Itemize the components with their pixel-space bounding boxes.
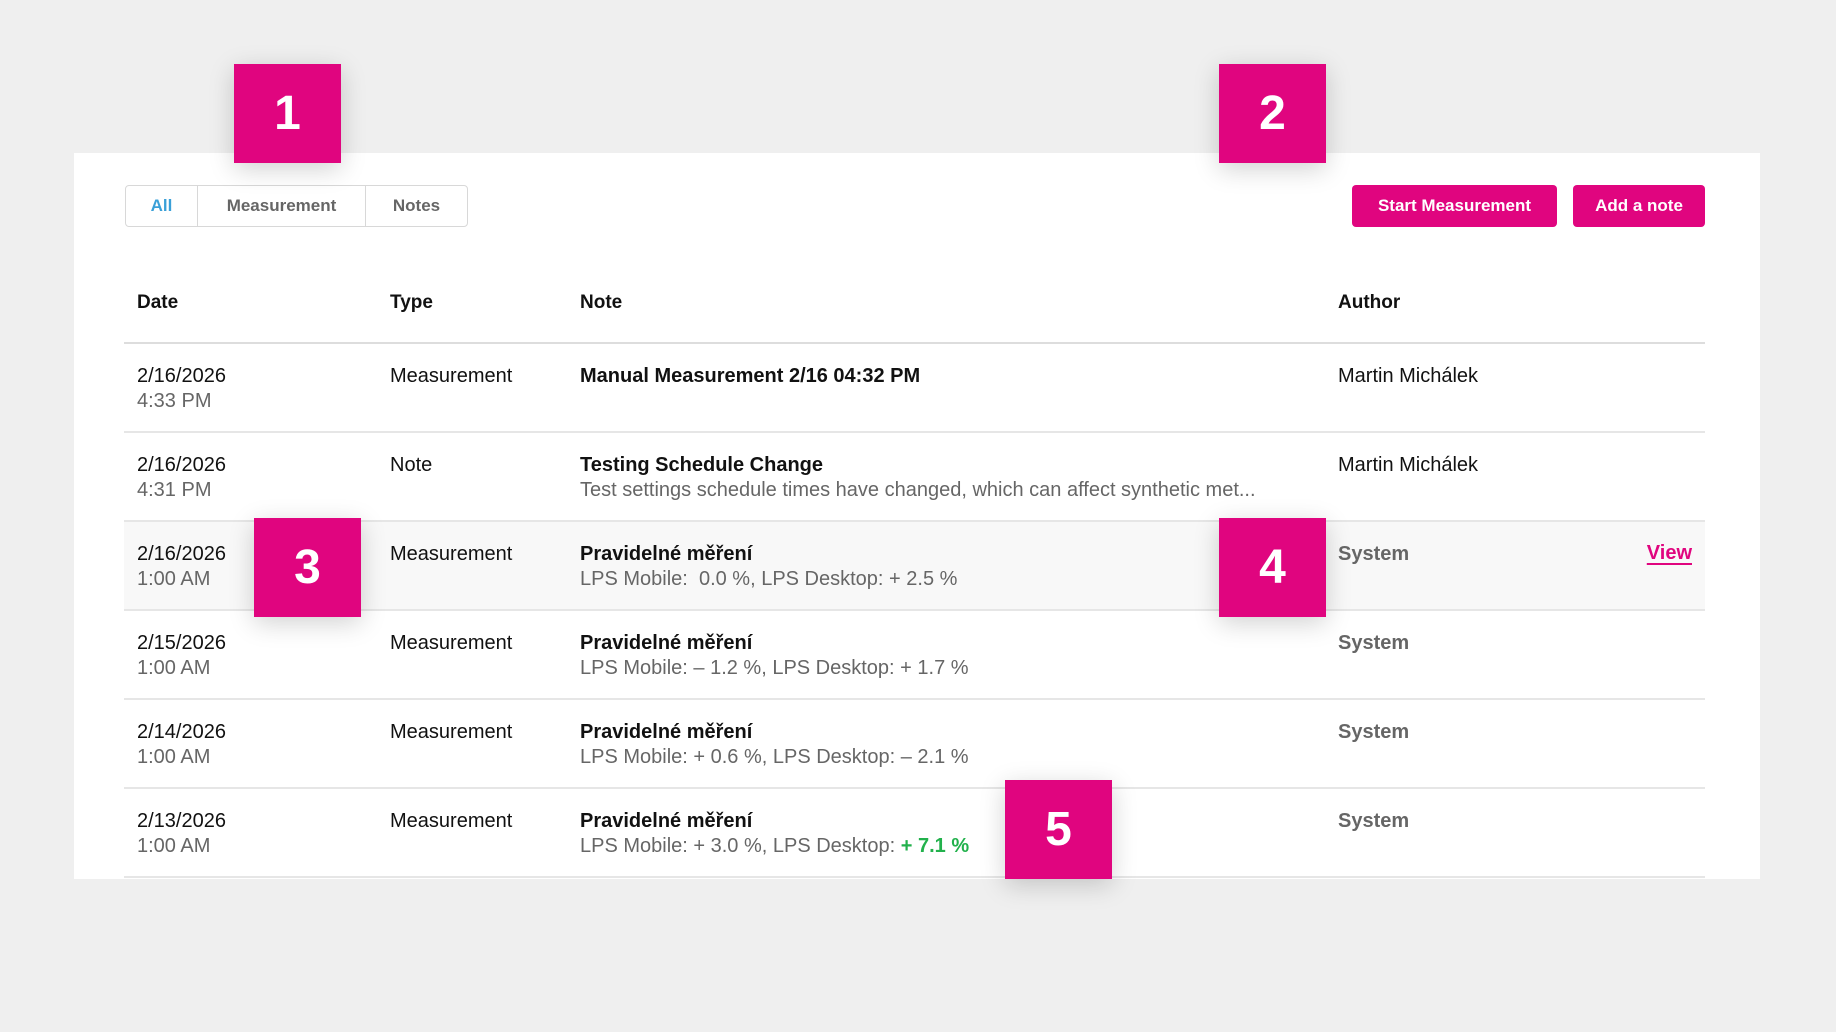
- row-note-detail: LPS Mobile: 0.0 %, LPS Desktop: + 2.5 %: [580, 567, 957, 592]
- row-note-title: Pravidelné měření: [580, 632, 753, 654]
- row-note-detail-text: LPS Mobile: – 1.2 %, LPS Desktop: + 1.7 …: [580, 657, 969, 679]
- row-time: 1:00 AM: [137, 746, 211, 768]
- header-note[interactable]: Note: [580, 292, 623, 313]
- row-note-title: Manual Measurement 2/16 04:32 PM: [580, 365, 921, 387]
- row-note-detail-text: LPS Mobile: 0.0 %, LPS Desktop: + 2.5 %: [580, 568, 958, 590]
- row-note-detail: LPS Mobile: + 3.0 %, LPS Desktop: + 7.1 …: [580, 834, 969, 859]
- row-note-title: Pravidelné měření: [580, 543, 753, 565]
- row-note-detail: LPS Mobile: – 1.2 %, LPS Desktop: + 1.7 …: [580, 656, 969, 681]
- row-note-title: Testing Schedule Change: [580, 454, 823, 476]
- callout-badge-2: 2: [1219, 64, 1326, 163]
- row-type: Note: [390, 454, 433, 476]
- row-note-highlight: + 7.1 %: [900, 835, 970, 857]
- add-note-button[interactable]: Add a note: [1573, 185, 1705, 227]
- row-note-detail-text: LPS Mobile: + 3.0 %, LPS Desktop:: [580, 835, 901, 857]
- row-note-detail: LPS Mobile: + 0.6 %, LPS Desktop: – 2.1 …: [580, 745, 969, 770]
- row-note-detail-text: LPS Mobile: + 0.6 %, LPS Desktop: – 2.1 …: [580, 746, 969, 768]
- table-row[interactable]: 2/16/2026 4:33 PM Measurement Manual Mea…: [124, 344, 1705, 433]
- row-date: 2/13/2026: [137, 810, 226, 832]
- row-time: 4:31 PM: [137, 479, 212, 501]
- callout-badge-1: 1: [234, 64, 341, 163]
- table-row[interactable]: 2/13/2026 1:00 AM Measurement Pravidelné…: [124, 789, 1705, 878]
- row-author: System: [1338, 543, 1410, 565]
- table-row[interactable]: 2/15/2026 1:00 AM Measurement Pravidelné…: [124, 611, 1705, 700]
- row-time: 1:00 AM: [137, 835, 211, 857]
- row-date: 2/16/2026: [137, 543, 226, 565]
- header-type[interactable]: Type: [390, 292, 433, 313]
- header-author[interactable]: Author: [1338, 292, 1401, 313]
- row-note-title: Pravidelné měření: [580, 810, 753, 832]
- row-time: 1:00 AM: [137, 568, 211, 590]
- table-row[interactable]: 2/14/2026 1:00 AM Measurement Pravidelné…: [124, 700, 1705, 789]
- row-date: 2/14/2026: [137, 721, 226, 743]
- table-row[interactable]: 2/16/2026 4:31 PM Note Testing Schedule …: [124, 433, 1705, 522]
- row-type: Measurement: [390, 810, 513, 832]
- row-type: Measurement: [390, 543, 513, 565]
- row-date: 2/15/2026: [137, 632, 226, 654]
- callout-badge-3: 3: [254, 518, 361, 617]
- header-divider: [124, 342, 1705, 344]
- row-author: System: [1338, 721, 1410, 743]
- row-time: 1:00 AM: [137, 657, 211, 679]
- row-date: 2/16/2026: [137, 365, 226, 387]
- callout-badge-5: 5: [1005, 780, 1112, 879]
- row-author: Martin Michálek: [1338, 454, 1479, 476]
- table-row[interactable]: 2/16/2026 1:00 AM Measurement Pravidelné…: [124, 522, 1705, 611]
- row-note-detail-text: Test settings schedule times have change…: [580, 479, 1256, 501]
- filter-all[interactable]: All: [126, 186, 198, 226]
- row-date: 2/16/2026: [137, 454, 226, 476]
- row-author: System: [1338, 810, 1410, 832]
- filter-measurement[interactable]: Measurement: [198, 186, 366, 226]
- activity-card: [74, 153, 1760, 879]
- filter-tabs: All Measurement Notes: [125, 185, 468, 227]
- row-note-title: Pravidelné měření: [580, 721, 753, 743]
- row-note-detail: Test settings schedule times have change…: [580, 478, 1256, 503]
- view-link[interactable]: View: [1646, 542, 1692, 564]
- start-measurement-button[interactable]: Start Measurement: [1352, 185, 1557, 227]
- row-type: Measurement: [390, 721, 513, 743]
- callout-badge-4: 4: [1219, 518, 1326, 617]
- filter-notes[interactable]: Notes: [392, 196, 441, 215]
- row-author: Martin Michálek: [1338, 365, 1479, 387]
- row-author: System: [1338, 632, 1410, 654]
- row-type: Measurement: [390, 365, 513, 387]
- row-type: Measurement: [390, 632, 513, 654]
- row-time: 4:33 PM: [137, 390, 212, 412]
- header-date[interactable]: Date: [137, 292, 179, 313]
